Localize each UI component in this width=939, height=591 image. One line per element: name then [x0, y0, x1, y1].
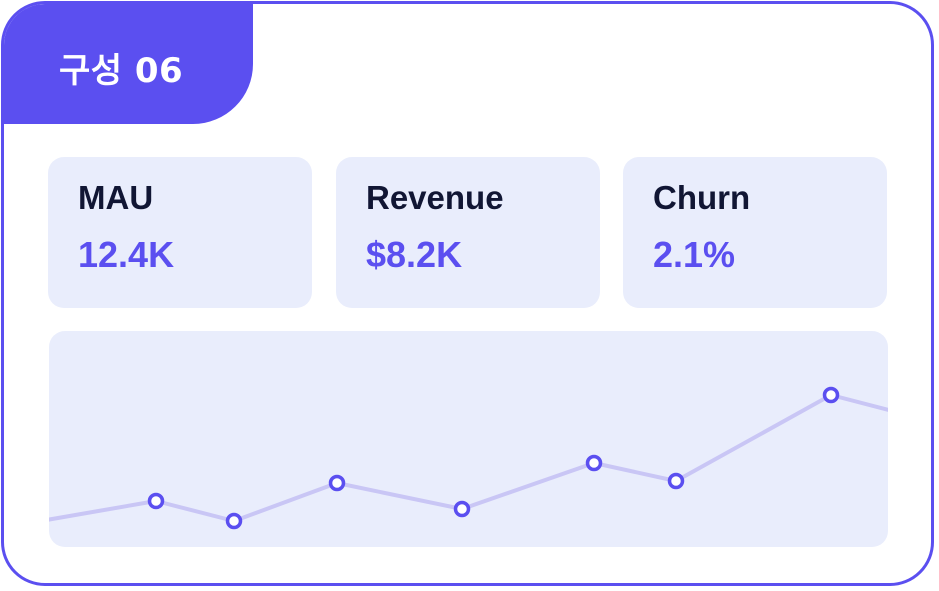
- chart-point: [453, 500, 471, 518]
- chart-point: [147, 492, 165, 510]
- stat-card-churn: Churn 2.1%: [623, 157, 887, 308]
- stat-label-revenue: Revenue: [366, 179, 504, 216]
- stat-value-mau: 12.4K: [78, 234, 175, 275]
- stat-label-mau: MAU: [78, 179, 154, 216]
- line-chart-panel: [49, 331, 888, 547]
- stat-card-mau: MAU 12.4K: [48, 157, 312, 308]
- stat-card-revenue: Revenue $8.2K: [336, 157, 600, 308]
- stat-label-churn: Churn: [653, 179, 751, 216]
- line-chart: [49, 386, 888, 530]
- stat-value-revenue: $8.2K: [366, 234, 463, 275]
- chart-point: [667, 472, 685, 490]
- chart-point: [225, 512, 243, 530]
- chart-point: [585, 454, 603, 472]
- chart-point: [822, 386, 840, 404]
- chart-point: [328, 474, 346, 492]
- tab-title: 구성 06: [59, 51, 184, 91]
- configuration-tab: 구성 06: [4, 4, 253, 124]
- chart-series-line: [49, 393, 888, 523]
- stat-value-churn: 2.1%: [653, 234, 736, 275]
